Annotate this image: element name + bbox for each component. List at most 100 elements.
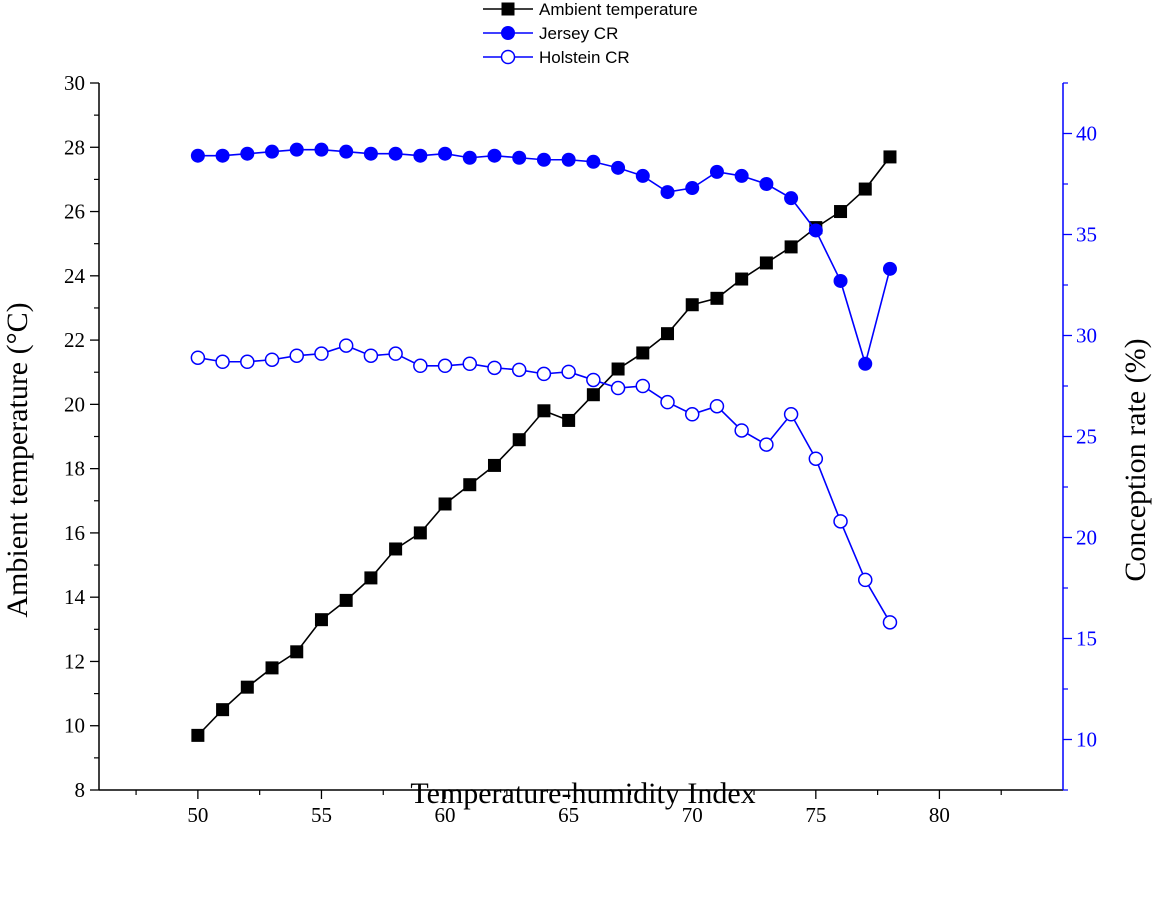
y-left-tick-label: 20: [64, 392, 85, 416]
data-point: [487, 360, 502, 376]
series-line: [197, 344, 891, 623]
data-point: [611, 160, 626, 175]
data-point: [734, 423, 749, 438]
series-line: [197, 148, 891, 367]
x-tick-label: 50: [187, 803, 208, 827]
legend-item: Ambient temperature: [483, 0, 698, 19]
data-point: [636, 346, 650, 360]
data-point: [265, 144, 280, 159]
data-point: [759, 437, 774, 452]
data-point: [264, 352, 280, 367]
series-layer: [190, 142, 898, 742]
data-point: [537, 404, 551, 418]
data-point: [388, 346, 403, 361]
data-point: [536, 152, 551, 167]
x-tick-label: 65: [558, 803, 579, 827]
data-point: [833, 514, 848, 529]
data-point: [511, 362, 527, 378]
data-point: [834, 205, 848, 219]
legend-label: Holstein CR: [539, 48, 630, 67]
data-point: [240, 354, 255, 370]
data-point: [709, 164, 724, 179]
data-point: [240, 680, 254, 694]
data-point: [858, 356, 873, 371]
data-point: [462, 150, 477, 165]
data-point: [661, 327, 675, 341]
y-right-tick-label: 35: [1076, 223, 1097, 247]
data-point: [808, 223, 823, 238]
data-point: [265, 661, 279, 675]
y-left-tick-label: 22: [64, 328, 85, 352]
data-point: [586, 372, 601, 388]
data-point: [339, 144, 354, 159]
y-left-tick-label: 28: [64, 135, 85, 159]
data-point: [883, 150, 897, 164]
data-point: [611, 362, 625, 376]
data-point: [437, 358, 453, 374]
data-point: [413, 526, 427, 540]
data-point: [635, 378, 651, 394]
x-tick-label: 80: [929, 803, 950, 827]
x-tick-label: 55: [311, 803, 332, 827]
legend-label: Jersey CR: [539, 24, 618, 43]
data-point: [512, 433, 526, 447]
data-point: [635, 168, 650, 183]
data-point: [759, 177, 774, 191]
y-left-tick-label: 8: [75, 778, 86, 802]
x-tick-label: 70: [682, 803, 703, 827]
axes-layer: 50 55 60 65 70 75 80 8 10 12 14 16 18 20 22 24 26 28 30 10 1…: [64, 71, 1097, 827]
y-axis-right-title: Conception rate (%): [1119, 338, 1152, 581]
data-point: [684, 407, 700, 422]
data-point: [784, 191, 799, 206]
data-point: [882, 261, 897, 276]
y-right-tick-label: 20: [1076, 526, 1097, 550]
data-point: [685, 298, 699, 312]
legend-item: Jersey CR: [483, 24, 618, 43]
data-point: [364, 571, 378, 585]
data-point: [438, 146, 453, 161]
data-point: [314, 613, 328, 627]
data-point: [289, 348, 304, 363]
data-point: [586, 154, 601, 169]
data-point: [759, 256, 773, 270]
data-point: [216, 703, 230, 717]
data-point: [314, 346, 329, 361]
data-point: [561, 364, 576, 380]
data-point: [388, 146, 403, 161]
data-point: [487, 458, 501, 472]
data-point: [783, 407, 799, 422]
data-point: [314, 142, 329, 157]
data-point: [290, 645, 304, 659]
data-point: [536, 366, 552, 382]
legend-item: Holstein CR: [483, 48, 630, 67]
data-point: [833, 273, 848, 288]
y-left-tick-label: 24: [64, 264, 86, 288]
data-point: [858, 182, 872, 196]
data-point: [660, 394, 675, 410]
data-point: [338, 338, 354, 353]
legend: Ambient temperature Jersey CR Holstein CR: [483, 0, 698, 67]
data-point: [191, 728, 205, 742]
data-point: [462, 356, 478, 372]
data-point: [660, 185, 675, 200]
data-point: [215, 354, 230, 370]
data-point: [784, 240, 798, 254]
data-point: [363, 146, 378, 161]
x-axis-title: Temperature-humidity Index: [410, 777, 755, 810]
data-point: [289, 142, 304, 157]
data-point: [438, 497, 452, 511]
data-point: [190, 148, 205, 163]
data-point: [709, 398, 725, 414]
data-point: [487, 148, 502, 163]
data-point: [882, 615, 898, 630]
data-point: [339, 593, 353, 607]
data-point: [240, 146, 255, 161]
y-axis-left-title: Ambient temperature (°C): [1, 302, 34, 617]
data-point: [734, 168, 749, 183]
series-jersey-cr: [190, 142, 897, 371]
data-point: [463, 478, 477, 492]
y-left-tick-label: 14: [64, 585, 86, 609]
y-right-tick-label: 15: [1076, 627, 1097, 651]
y-left-tick-label: 16: [64, 521, 85, 545]
